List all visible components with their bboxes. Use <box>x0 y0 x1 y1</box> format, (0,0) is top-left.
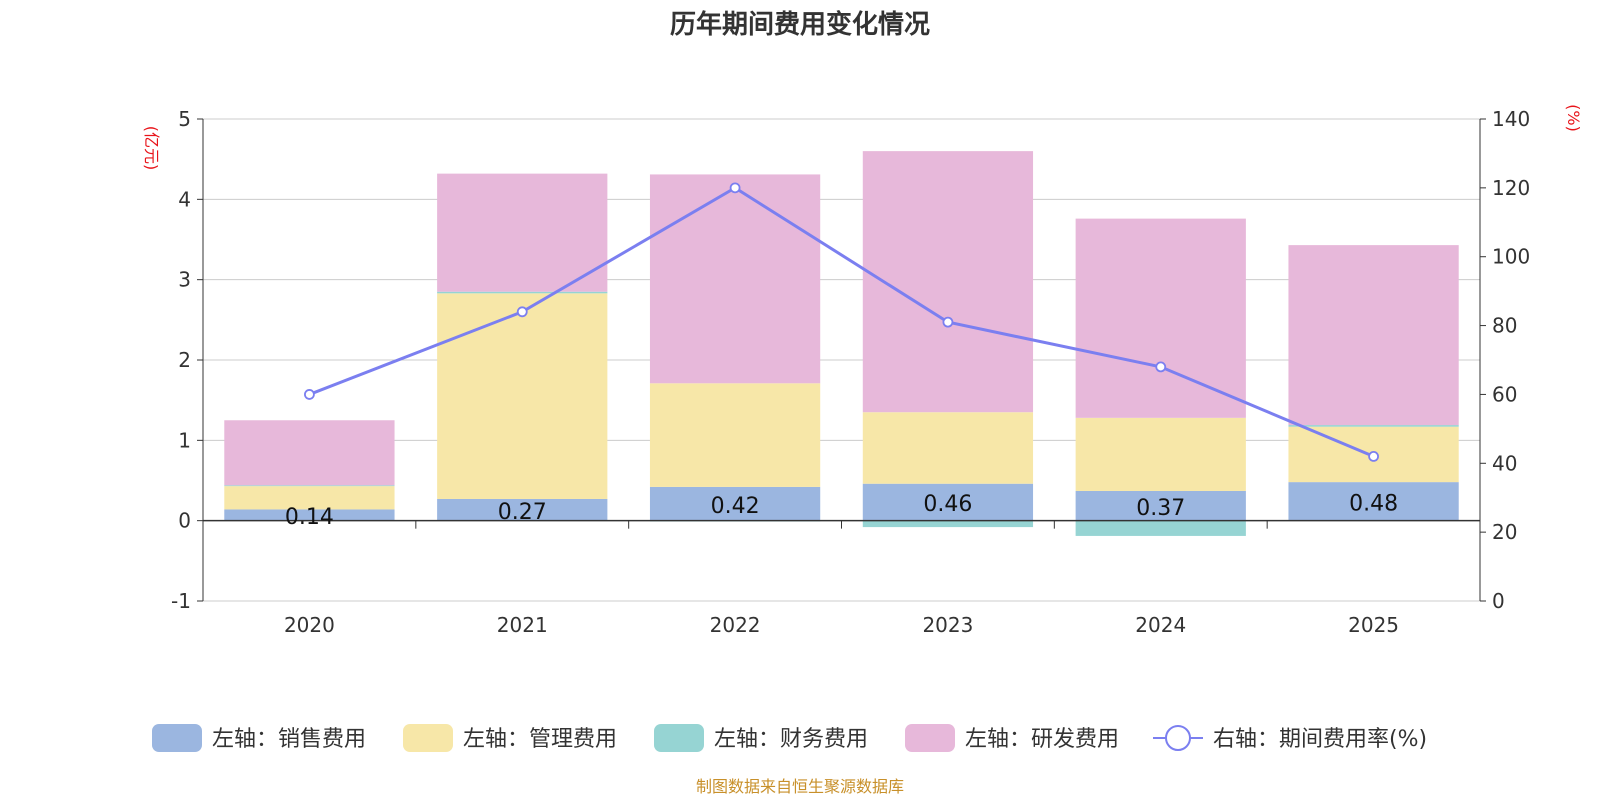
bar-segment <box>224 509 395 521</box>
legend-label: 右轴：期间费用率(%) <box>1213 727 1427 752</box>
legend-label: 左轴：研发费用 <box>965 727 1119 752</box>
legend-swatch <box>905 724 955 752</box>
left-tick-label: 5 <box>178 107 191 131</box>
bar-segment <box>862 520 1034 528</box>
right-tick-label: 0 <box>1492 589 1505 613</box>
bar-segment <box>437 498 608 521</box>
right-tick-label: 100 <box>1492 245 1530 269</box>
right-tick-label: 20 <box>1492 520 1517 544</box>
x-tick-label: 2021 <box>497 613 548 637</box>
right-tick-label: 60 <box>1492 382 1517 406</box>
bar-segment <box>1288 245 1459 426</box>
left-tick-label: 1 <box>178 428 191 452</box>
left-tick-label: 2 <box>178 348 191 372</box>
rate-point <box>729 182 741 194</box>
bar-segment <box>862 412 1034 484</box>
chart-title: 历年期间费用变化情况 <box>670 9 930 40</box>
bar-segment <box>862 151 1034 413</box>
x-tick-label: 2022 <box>710 613 761 637</box>
bar-segment <box>862 483 1034 521</box>
sales-value-label: 0.48 <box>1349 491 1398 516</box>
axes: 5 4 3 2 1 0 -1 140 120 100 80 60 40 20 0 2020 2021 2022 20… <box>171 107 1530 637</box>
right-tick-label: 120 <box>1492 176 1530 200</box>
left-tick-label: 3 <box>178 268 191 292</box>
rate-point <box>942 316 954 328</box>
rate-point <box>1368 450 1379 462</box>
bar-segment <box>437 293 608 499</box>
legend-swatch <box>152 724 202 752</box>
sales-value-label: 0.14 <box>285 505 334 530</box>
legend-swatch <box>654 724 704 752</box>
right-axis-unit: (%) <box>1564 104 1583 132</box>
bar-segment <box>649 174 821 384</box>
legend-label: 左轴：管理费用 <box>463 727 617 752</box>
legend-label: 左轴：财务费用 <box>714 727 868 752</box>
x-tick-label: 2023 <box>922 613 973 637</box>
bar-segment <box>1075 520 1246 536</box>
bar-segment <box>224 486 395 510</box>
bar-stack-group <box>224 151 1459 536</box>
bar-segment <box>437 291 608 294</box>
x-tick-label: 2020 <box>284 613 335 637</box>
legend-marker <box>1165 725 1191 751</box>
bar-segment <box>437 173 608 292</box>
bar-segment <box>1075 417 1246 491</box>
rate-point <box>304 389 315 400</box>
bar-segment <box>649 486 821 521</box>
left-tick-label: 4 <box>178 187 191 211</box>
bar-segment <box>224 485 395 487</box>
bar-segment <box>1288 482 1459 521</box>
bar-segment <box>224 420 395 486</box>
rate-line <box>308 186 1375 458</box>
left-tick-label: 0 <box>178 509 191 533</box>
left-tick-label: -1 <box>171 589 191 613</box>
sales-value-label: 0.37 <box>1136 496 1185 521</box>
right-tick-label: 140 <box>1492 107 1530 131</box>
data-source-note: 制图数据来自恒生聚源数据库 <box>696 777 904 796</box>
bar-segment <box>1075 490 1246 521</box>
rate-point <box>516 306 528 318</box>
legend-swatch <box>403 724 453 752</box>
rate-point <box>1155 361 1167 373</box>
bar-segment <box>649 383 821 487</box>
sales-value-label: 0.46 <box>923 492 972 517</box>
right-tick-label: 80 <box>1492 314 1517 338</box>
rate-line-group <box>304 182 1379 462</box>
left-axis-unit: (亿元) <box>142 126 161 171</box>
sales-value-label: 0.42 <box>711 494 760 519</box>
legend: 左轴：销售费用 左轴：管理费用 左轴：财务费用 左轴：研发费用 右轴：期间费用率(%) <box>152 724 1427 752</box>
legend-label: 左轴：销售费用 <box>212 727 366 752</box>
data-labels: 0.14 0.27 0.42 0.46 0.37 0.48 <box>285 491 1398 530</box>
bar-segment <box>1075 218 1246 418</box>
right-tick-label: 40 <box>1492 451 1517 475</box>
x-tick-label: 2024 <box>1135 613 1186 637</box>
sales-value-label: 0.27 <box>498 500 547 525</box>
x-tick-label: 2025 <box>1348 613 1399 637</box>
bar-segment <box>1288 425 1459 427</box>
